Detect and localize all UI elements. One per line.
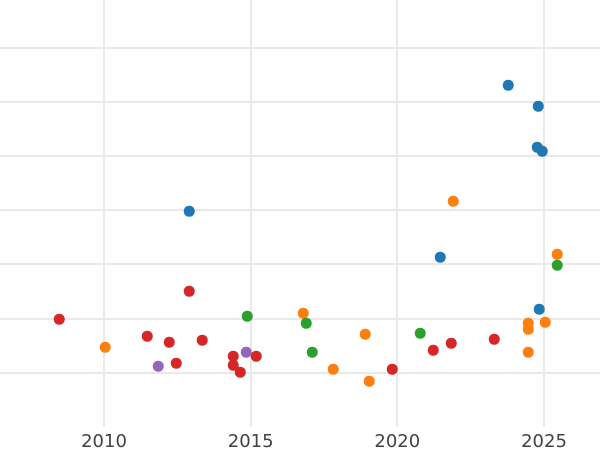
gridline-horizontal	[0, 371, 600, 374]
scatter-point-orange	[522, 346, 534, 358]
x-tick-label: 2015	[227, 431, 274, 450]
scatter-point-red	[250, 350, 262, 362]
scatter-point-red	[445, 337, 457, 349]
scatter-point-green	[551, 259, 563, 271]
gridline-vertical	[249, 0, 252, 427]
scatter-point-red	[386, 363, 398, 375]
scatter-point-blue	[532, 100, 544, 112]
scatter-point-purple	[240, 346, 252, 358]
scatter-point-blue	[434, 251, 446, 263]
scatter-point-red	[227, 350, 239, 362]
scatter-point-orange	[99, 341, 111, 353]
scatter-point-red	[196, 334, 208, 346]
scatter-point-orange	[297, 307, 309, 319]
scatter-point-red	[488, 333, 500, 345]
gridline-horizontal	[0, 46, 600, 49]
scatter-point-red	[234, 366, 246, 378]
scatter-point-blue	[183, 205, 195, 217]
scatter-point-green	[241, 310, 253, 322]
scatter-point-blue	[502, 79, 514, 91]
scatter-point-orange	[363, 375, 375, 387]
scatter-point-orange	[327, 363, 339, 375]
gridline-horizontal	[0, 263, 600, 266]
gridline-vertical	[103, 0, 105, 427]
scatter-point-blue	[533, 303, 545, 315]
scatter-point-green	[306, 346, 318, 358]
gridline-horizontal	[0, 154, 600, 157]
gridline-horizontal	[0, 100, 600, 103]
scatter-point-blue	[536, 145, 548, 157]
scatter-point-orange	[551, 248, 563, 260]
x-tick-label: 2020	[374, 431, 421, 450]
scatter-point-green	[414, 327, 426, 339]
scatter-point-red	[227, 359, 239, 371]
scatter-point-orange	[522, 323, 534, 335]
scatter-point-red	[141, 330, 153, 342]
scatter-point-red	[163, 336, 175, 348]
scatter-point-red	[53, 313, 65, 325]
gridline-horizontal	[0, 209, 600, 212]
scatter-point-red	[170, 357, 182, 369]
scatter-point-orange	[447, 195, 459, 207]
scatter-point-purple	[152, 360, 164, 372]
scatter-point-orange	[522, 317, 534, 329]
scatter-point-orange	[539, 316, 551, 328]
gridline-horizontal	[0, 317, 600, 320]
x-tick-label: 2025	[521, 431, 567, 450]
scatter-point-red	[183, 285, 195, 297]
x-tick-label: 2010	[81, 431, 127, 450]
scatter-point-red	[427, 344, 439, 356]
scatter-point-green	[300, 317, 312, 329]
scatter-point-orange	[359, 328, 371, 340]
gridline-vertical	[543, 0, 545, 427]
gridline-vertical	[396, 0, 399, 427]
